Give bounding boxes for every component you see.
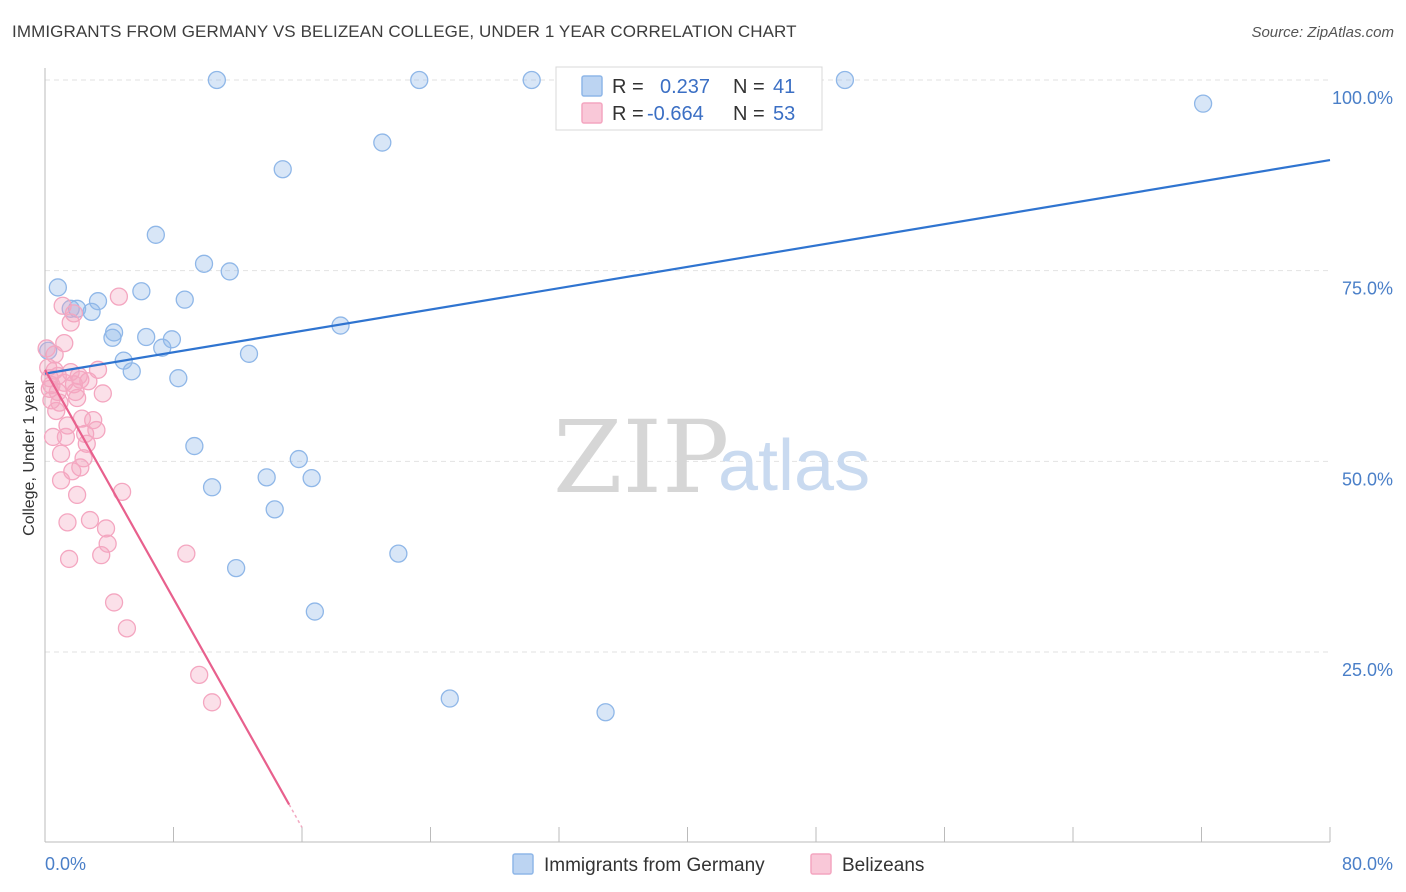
legend-n-label-1: N =: [733, 76, 765, 98]
belizean-point: [117, 619, 137, 638]
germany-point: [239, 344, 259, 363]
germany-point: [522, 70, 541, 90]
x-tick-label-1: 80.0%: [1342, 854, 1393, 874]
legend-n-label-2: N =: [733, 103, 765, 125]
belizean-point: [64, 304, 84, 323]
chart-title: IMMIGRANTS FROM GERMANY VS BELIZEAN COLL…: [12, 22, 797, 41]
belizean-point: [92, 545, 111, 565]
germany-point: [82, 302, 101, 322]
legend-n-value-1: 41: [773, 76, 795, 98]
y-tick-label-0: 25.0%: [1342, 660, 1393, 680]
germany-point: [202, 478, 222, 497]
y-tick-label-1: 50.0%: [1342, 469, 1393, 489]
belizean-point: [74, 449, 93, 468]
correlation-legend: R = 0.237 N = 41 R = -0.664 N = 53: [555, 66, 823, 131]
germany-point: [440, 689, 459, 708]
belizean-point: [109, 287, 129, 306]
belizean-point: [43, 427, 63, 447]
y-tick-label-2: 75.0%: [1342, 279, 1393, 299]
legend-n-value-2: 53: [773, 103, 795, 125]
germany-point: [175, 290, 194, 309]
legend-r-label-1: R =: [612, 76, 644, 98]
belizean-point: [56, 427, 76, 447]
germany-point: [596, 703, 615, 722]
germany-point: [305, 602, 325, 621]
germany-point: [257, 468, 276, 487]
belizean-point: [79, 372, 98, 391]
belizean-point: [67, 485, 87, 505]
watermark-zip: ZIP: [553, 399, 729, 516]
bottom-legend-swatch-belizeans: [810, 853, 832, 875]
source-label: Source: ZipAtlas.com: [1251, 24, 1394, 41]
belizean-point: [51, 444, 71, 463]
germany-point: [226, 558, 246, 578]
germany-point: [169, 369, 188, 388]
trend-lines: [44, 158, 1331, 828]
germany-point: [48, 278, 67, 297]
germany-point: [220, 262, 239, 281]
series-legend: Immigrants from Germany Belizeans: [512, 853, 924, 876]
germany-point: [132, 282, 151, 301]
germany-point: [194, 254, 214, 273]
germany-point: [162, 330, 182, 349]
belizean-point: [93, 384, 112, 403]
germany-point: [389, 544, 408, 563]
axes: [44, 68, 1331, 843]
belizean-point: [80, 510, 100, 530]
belizean-point: [58, 513, 77, 532]
legend-swatch-germany: [581, 75, 603, 97]
x-tick-label-0: 0.0%: [45, 854, 86, 874]
germany-point: [373, 133, 392, 152]
belizean-point: [190, 665, 209, 685]
legend-r-label-2: R =: [612, 103, 644, 125]
trend-line-germany: [44, 158, 1331, 375]
belizean-point: [177, 544, 196, 563]
series-germany-points: [39, 70, 1213, 722]
y-axis-label: College, Under 1 year: [21, 380, 38, 536]
belizean-point: [55, 333, 74, 353]
belizean-point: [67, 388, 87, 408]
bottom-legend-germany: Immigrants from Germany: [544, 855, 765, 876]
germany-point: [265, 500, 284, 519]
belizean-point: [59, 549, 79, 569]
watermark: ZIP atlas: [553, 399, 870, 516]
bottom-legend-belizeans: Belizeans: [842, 855, 924, 876]
germany-point: [302, 468, 321, 488]
belizean-point: [96, 519, 116, 538]
belizean-point: [104, 593, 124, 612]
germany-point: [104, 323, 124, 342]
germany-point: [410, 70, 429, 90]
germany-point: [289, 449, 308, 469]
belizean-point: [87, 420, 106, 440]
y-tick-label-3: 100.0%: [1332, 88, 1393, 108]
legend-swatch-belizeans: [581, 102, 603, 124]
trend-line-belizeans: [44, 369, 291, 806]
legend-r-value-1: 0.237: [660, 76, 710, 98]
germany-point: [1193, 94, 1213, 113]
legend-r-value-2: -0.664: [647, 103, 704, 125]
germany-point: [273, 160, 292, 179]
germany-point: [835, 70, 855, 90]
trend-line-belizeans-extension: [288, 804, 303, 828]
x-tick-labels: 0.0% 80.0%: [45, 854, 1393, 874]
watermark-atlas: atlas: [718, 426, 870, 506]
germany-point: [185, 436, 204, 456]
belizean-point: [98, 534, 117, 553]
germany-point: [122, 362, 141, 381]
germany-point: [137, 327, 156, 347]
belizean-point: [202, 693, 222, 712]
series-belizeans-points: [37, 287, 222, 712]
germany-point: [88, 292, 108, 311]
germany-point: [207, 70, 227, 90]
bottom-legend-swatch-germany: [512, 853, 534, 875]
y-tick-labels: 25.0% 50.0% 75.0% 100.0%: [1332, 88, 1393, 680]
belizean-point: [84, 410, 103, 430]
germany-point: [146, 225, 165, 244]
